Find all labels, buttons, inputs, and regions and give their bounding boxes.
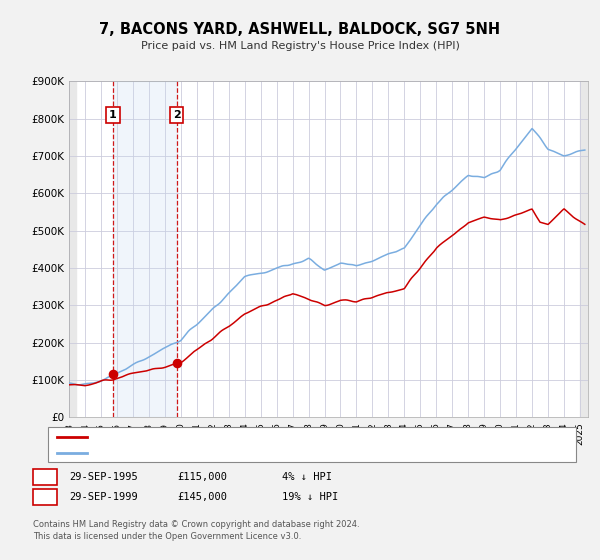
Bar (69, 81, 77, 417)
Bar (113, 81, 177, 417)
Text: 1: 1 (41, 472, 49, 482)
Point (108, 370, 118, 379)
Text: Price paid vs. HM Land Registry's House Price Index (HPI): Price paid vs. HM Land Registry's House … (140, 41, 460, 51)
Text: £115,000: £115,000 (177, 472, 227, 482)
Text: £145,000: £145,000 (177, 492, 227, 502)
Text: 29-SEP-1995: 29-SEP-1995 (69, 472, 138, 482)
Text: 2: 2 (41, 492, 49, 502)
Text: HPI: Average price, detached house, North Hertfordshire: HPI: Average price, detached house, Nort… (93, 448, 369, 458)
Point (172, 358, 182, 367)
Text: Contains HM Land Registry data © Crown copyright and database right 2024.
This d: Contains HM Land Registry data © Crown c… (33, 520, 359, 541)
Text: 29-SEP-1999: 29-SEP-1999 (69, 492, 138, 502)
Text: 7, BACONS YARD, ASHWELL, BALDOCK, SG7 5NH (detached house): 7, BACONS YARD, ASHWELL, BALDOCK, SG7 5N… (93, 432, 422, 442)
Text: 4% ↓ HPI: 4% ↓ HPI (282, 472, 332, 482)
Bar (580, 81, 588, 417)
Text: 1: 1 (109, 110, 117, 120)
Text: 19% ↓ HPI: 19% ↓ HPI (282, 492, 338, 502)
Text: 7, BACONS YARD, ASHWELL, BALDOCK, SG7 5NH: 7, BACONS YARD, ASHWELL, BALDOCK, SG7 5N… (100, 22, 500, 36)
Text: 2: 2 (173, 110, 181, 120)
